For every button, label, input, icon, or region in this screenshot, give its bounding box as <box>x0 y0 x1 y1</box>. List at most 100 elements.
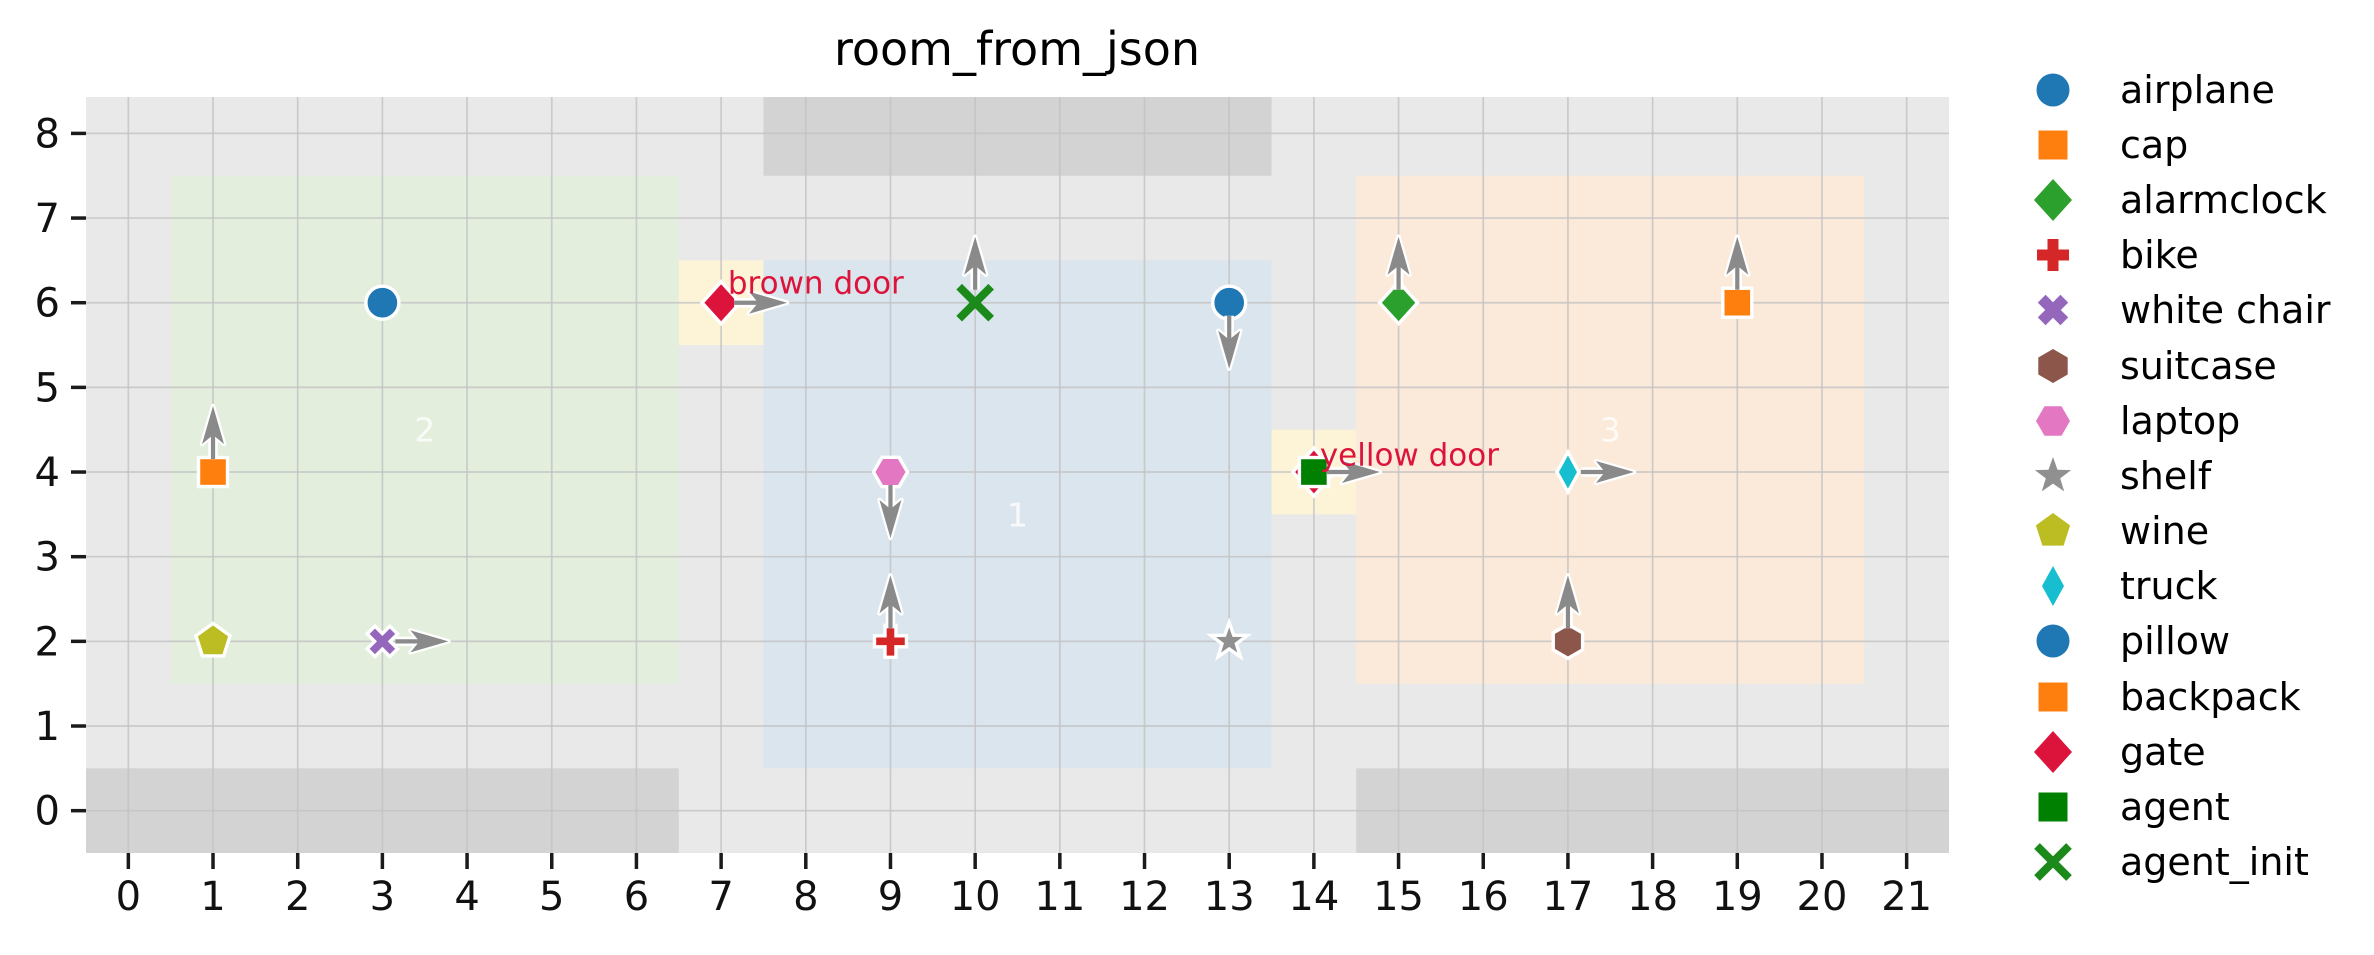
legend-label-agent_init: agent_init <box>2120 840 2309 885</box>
orientation-arrow-laptop <box>877 485 904 541</box>
wall-segment <box>763 97 1272 176</box>
marker-truck <box>1554 448 1581 496</box>
marker-backpack <box>1721 286 1754 319</box>
legend-label-shelf: shelf <box>2120 453 2212 498</box>
x-tick-label-3: 3 <box>370 874 395 920</box>
x-tick-label-17: 17 <box>1542 874 1593 920</box>
legend-label-truck: truck <box>2120 564 2218 609</box>
legend-item-bike: bike <box>2030 228 2331 283</box>
x-tick-label-21: 21 <box>1881 874 1932 920</box>
legend-label-alarmclock: alarmclock <box>2120 177 2327 222</box>
room-number-label-3: 3 <box>1600 411 1621 450</box>
x-tick-label-15: 15 <box>1373 874 1424 920</box>
legend-item-laptop: laptop <box>2030 393 2331 448</box>
square-icon <box>2038 682 2068 712</box>
x-tick-label-2: 2 <box>285 874 310 920</box>
x-tick-label-5: 5 <box>539 874 564 920</box>
legend-label-airplane: airplane <box>2120 67 2275 112</box>
legend-item-alarmclock: alarmclock <box>2030 172 2331 227</box>
x-stroke-icon <box>2034 843 2072 882</box>
legend-item-suitcase: suitcase <box>2030 338 2331 393</box>
legend-item-backpack: backpack <box>2030 669 2331 724</box>
legend-item-agent: agent <box>2030 779 2331 834</box>
marker-white-chair <box>364 623 400 659</box>
orientation-arrow-alarmclock <box>1385 234 1412 290</box>
room-number-label-2: 2 <box>414 411 435 450</box>
orientation-arrow-backpack <box>1724 234 1751 290</box>
orientation-arrow-suitcase <box>1554 573 1582 629</box>
x-tick-label-13: 13 <box>1204 874 1255 920</box>
x-tick-label-12: 12 <box>1119 874 1170 920</box>
x-tick-label-6: 6 <box>624 874 649 920</box>
plus-icon <box>2037 239 2069 272</box>
legend-item-wine: wine <box>2030 504 2331 559</box>
legend-item-gate: gate <box>2030 724 2331 779</box>
legend-label-pillow: pillow <box>2120 619 2231 664</box>
room-number-label-1: 1 <box>1007 495 1028 534</box>
legend-item-pillow: pillow <box>2030 614 2331 669</box>
circle-icon <box>2036 624 2070 658</box>
orientation-arrow-bike <box>877 573 904 629</box>
marker-shelf <box>1206 617 1253 661</box>
square-icon <box>2038 792 2068 822</box>
orientation-arrow-white-chair <box>395 628 451 655</box>
room-region-3 <box>1356 175 1865 684</box>
y-tick-label-3: 3 <box>35 535 60 581</box>
y-tick-label-2: 2 <box>35 619 60 665</box>
x-tick-label-18: 18 <box>1627 874 1678 920</box>
legend-label-cap: cap <box>2120 122 2189 167</box>
legend-item-cap: cap <box>2030 117 2331 172</box>
hexagon-pointy-icon <box>2038 348 2068 383</box>
y-tick-label-8: 8 <box>35 111 60 157</box>
room-labels-layer: 2 1 3 <box>414 411 1621 535</box>
orientation-arrow-pillow <box>1215 315 1243 371</box>
orientation-arrow-cap <box>199 403 227 460</box>
x-tick-label-7: 7 <box>708 874 733 920</box>
legend-label-wine: wine <box>2120 509 2210 554</box>
legend: airplane cap alarmclock bike white chair suit… <box>2030 62 2331 890</box>
plot-title: room_from_json <box>834 22 1200 76</box>
x-tick-label-10: 10 <box>950 874 1001 920</box>
diamond-icon <box>2034 178 2072 221</box>
legend-label-bike: bike <box>2120 233 2199 278</box>
marker-pillow <box>1211 284 1248 321</box>
orientation-arrow-agent_init <box>961 234 989 290</box>
legend-item-shelf: shelf <box>2030 448 2331 503</box>
door-annotation-brown-door: brown door <box>728 265 904 301</box>
x-tick-label-19: 19 <box>1712 874 1763 920</box>
marker-wine <box>193 621 233 658</box>
room-region-1 <box>763 260 1272 769</box>
x-tick-label-11: 11 <box>1034 874 1085 920</box>
y-tick-label-0: 0 <box>35 789 60 835</box>
pentagon-icon <box>2035 513 2071 546</box>
legend-item-white-chair: white chair <box>2030 283 2331 338</box>
circle-icon <box>2036 73 2070 107</box>
y-tick-label-7: 7 <box>35 196 60 242</box>
marker-bike <box>872 623 909 660</box>
legend-item-airplane: airplane <box>2030 62 2331 117</box>
diamond-icon <box>2034 730 2072 773</box>
thin-diamond-icon <box>2042 566 2064 607</box>
y-tick-label-1: 1 <box>35 704 60 750</box>
marker-gate <box>699 279 743 327</box>
x-tick-label-14: 14 <box>1288 874 1339 920</box>
legend-label-laptop: laptop <box>2120 398 2241 443</box>
x-tick-label-9: 9 <box>878 874 903 920</box>
orientation-arrow-truck <box>1580 458 1637 486</box>
star-icon <box>2034 456 2072 492</box>
arrows-layer <box>199 234 1751 655</box>
x-tick-label-16: 16 <box>1458 874 1509 920</box>
legend-label-agent: agent <box>2120 785 2230 830</box>
square-icon <box>2038 130 2068 160</box>
orientation-arrow-agent <box>1326 458 1383 486</box>
legend-label-gate: gate <box>2120 729 2206 774</box>
marker-alarmclock <box>1377 279 1420 327</box>
x-tick-label-0: 0 <box>116 874 141 920</box>
hexagon-flat-icon <box>2036 406 2070 436</box>
legend-label-backpack: backpack <box>2120 674 2301 719</box>
legend-item-truck: truck <box>2030 559 2331 614</box>
legend-item-agent_init: agent_init <box>2030 835 2331 890</box>
marker-cap <box>196 455 230 489</box>
x-tick-label-4: 4 <box>454 874 479 920</box>
